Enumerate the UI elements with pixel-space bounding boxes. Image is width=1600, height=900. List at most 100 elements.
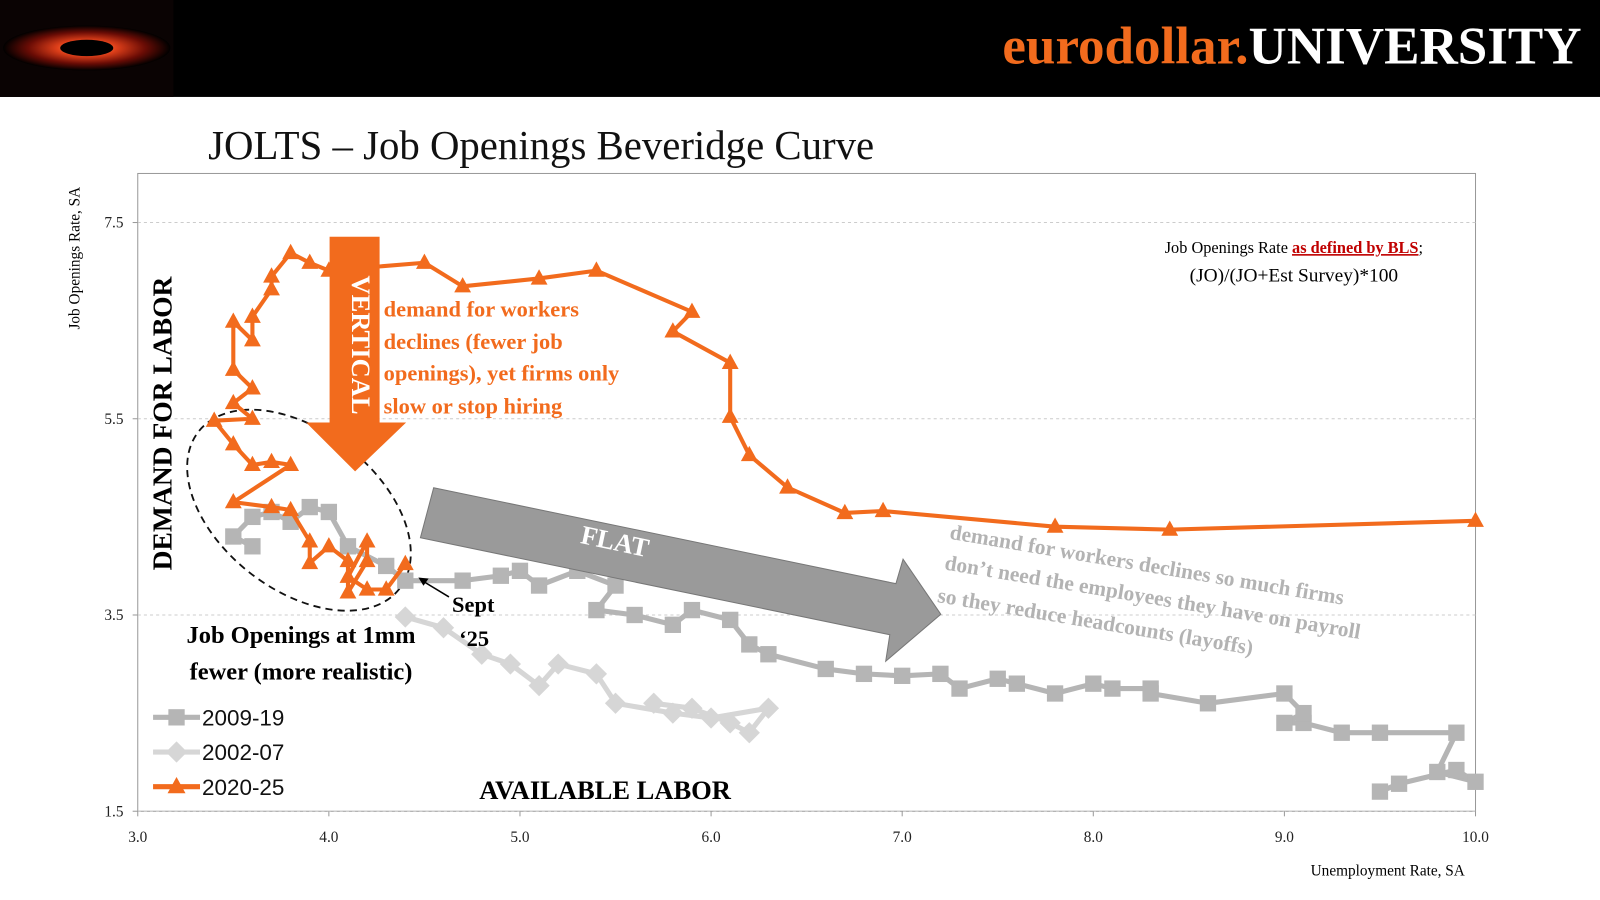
square-marker bbox=[1333, 724, 1350, 741]
y-axis-label: Job Openings Rate, SA bbox=[67, 187, 84, 330]
note-line: demand for workers bbox=[384, 296, 580, 321]
triangle-marker bbox=[244, 455, 261, 471]
available-label: AVAILABLE LABOR bbox=[479, 775, 732, 805]
diamond-marker bbox=[547, 653, 569, 675]
square-marker bbox=[397, 572, 414, 589]
triangle-marker bbox=[244, 379, 261, 395]
triangle-marker bbox=[740, 445, 758, 462]
square-marker bbox=[894, 667, 911, 684]
triangle-marker bbox=[721, 407, 739, 423]
bls-text: Job Openings Rate bbox=[1165, 238, 1288, 257]
square-marker bbox=[760, 646, 777, 663]
x-tick-label: 9.0 bbox=[1275, 829, 1294, 846]
square-marker bbox=[607, 577, 624, 594]
x-axis-label: Unemployment Rate, SA bbox=[1311, 863, 1465, 880]
vertical-arrow bbox=[329, 236, 380, 425]
sept-pointer-head bbox=[418, 577, 429, 586]
triangle-marker bbox=[721, 353, 739, 369]
triangle-marker bbox=[263, 452, 280, 469]
triangle-marker bbox=[1161, 520, 1179, 536]
x-tick-label: 10.0 bbox=[1462, 829, 1489, 846]
triangle-marker bbox=[224, 435, 242, 451]
legend-label: 2009-19 bbox=[202, 706, 284, 731]
diamond-marker bbox=[432, 617, 455, 639]
triangle-marker bbox=[282, 455, 300, 471]
x-tick-label: 5.0 bbox=[510, 829, 529, 846]
square-marker bbox=[454, 572, 471, 589]
square-marker bbox=[1008, 675, 1026, 692]
square-marker bbox=[1199, 695, 1217, 712]
y-tick-label: 1.5 bbox=[104, 803, 123, 820]
triangle-marker bbox=[664, 322, 682, 338]
legend-label: 2020-25 bbox=[202, 775, 284, 800]
triangle-marker bbox=[396, 554, 414, 571]
square-marker bbox=[1046, 685, 1064, 702]
series-group bbox=[205, 243, 1484, 800]
square-marker bbox=[932, 665, 949, 683]
square-marker bbox=[168, 709, 185, 726]
square-marker bbox=[1276, 685, 1293, 702]
triangle-marker bbox=[224, 360, 242, 376]
square-marker bbox=[951, 680, 968, 697]
triangle-marker bbox=[320, 537, 338, 553]
diamond-marker bbox=[585, 663, 608, 685]
triangle-marker bbox=[282, 500, 300, 517]
triangle-marker bbox=[301, 532, 319, 548]
bls-link[interactable]: as defined by BLS bbox=[1292, 238, 1418, 257]
triangle-marker bbox=[263, 497, 280, 514]
triangle-marker bbox=[263, 267, 280, 283]
square-marker bbox=[1276, 714, 1293, 732]
brand: eurodollar.UNIVERSITY bbox=[1002, 17, 1581, 75]
x-tick-label: 3.0 bbox=[128, 829, 147, 846]
square-marker bbox=[1142, 680, 1159, 697]
square-marker bbox=[1371, 783, 1389, 800]
triangle-marker bbox=[205, 411, 223, 427]
series-line bbox=[212, 250, 1476, 595]
bls-text: ; bbox=[1419, 238, 1424, 257]
sept-label: Sept bbox=[452, 592, 495, 617]
legend-label: 2002-07 bbox=[202, 740, 284, 765]
y-tick-label: 3.5 bbox=[104, 607, 123, 624]
triangle-marker bbox=[339, 551, 357, 568]
square-marker bbox=[1104, 680, 1121, 697]
triangle-marker bbox=[587, 261, 605, 277]
y-tick-label: 5.5 bbox=[104, 411, 123, 428]
brand-name: UNIVERSITY bbox=[1249, 17, 1582, 75]
square-marker bbox=[378, 557, 395, 575]
triangle-marker bbox=[377, 580, 395, 596]
chart-title: JOLTS – Job Openings Beveridge Curve bbox=[208, 123, 874, 168]
square-marker bbox=[1448, 724, 1465, 741]
square-marker bbox=[320, 503, 338, 521]
series bbox=[394, 606, 780, 744]
adjusted-note: Job Openings at 1mm bbox=[186, 622, 415, 649]
square-marker bbox=[492, 567, 510, 584]
diamond-marker bbox=[499, 653, 522, 675]
triangle-marker bbox=[224, 492, 242, 509]
vertical-arrow-head bbox=[306, 422, 407, 472]
triangle-marker bbox=[779, 478, 796, 494]
bls-note: Job Openings Rate as defined by BLS; bbox=[1165, 238, 1423, 257]
square-marker bbox=[1467, 773, 1484, 790]
brand-name: eurodollar. bbox=[1002, 17, 1248, 75]
adjusted-note: fewer (more realistic) bbox=[190, 659, 413, 686]
x-tick-label: 6.0 bbox=[702, 829, 721, 846]
triangle-marker bbox=[1467, 511, 1484, 527]
orange-note: demand for workers declines (fewer job o… bbox=[384, 296, 620, 418]
triangle-marker bbox=[358, 532, 376, 548]
diamond-marker bbox=[471, 643, 493, 665]
triangle-marker bbox=[530, 269, 548, 285]
note-line: slow or stop hiring bbox=[384, 393, 563, 418]
demand-label: DEMAND FOR LABOR bbox=[146, 275, 177, 570]
triangle-marker bbox=[224, 312, 242, 328]
legend: 2009-19 2002-07 2020-25 bbox=[153, 706, 284, 800]
sept-label: ‘25 bbox=[459, 626, 489, 651]
square-marker bbox=[1448, 761, 1465, 779]
diamond-marker bbox=[681, 697, 703, 719]
triangle-marker bbox=[836, 503, 854, 520]
triangle-marker bbox=[683, 302, 701, 318]
series bbox=[225, 498, 1484, 800]
square-marker bbox=[301, 498, 318, 516]
square-marker bbox=[339, 538, 357, 555]
triangle-marker bbox=[874, 501, 892, 518]
square-marker bbox=[225, 528, 242, 545]
